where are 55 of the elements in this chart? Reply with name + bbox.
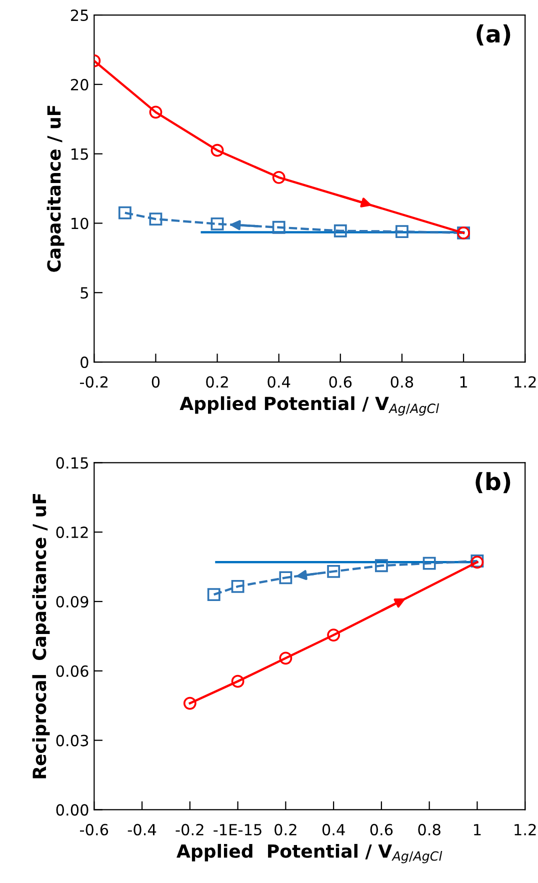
y-tick-label: 10 [72, 218, 88, 230]
point [279, 652, 292, 665]
y-tick-label: 15 [72, 148, 88, 160]
point [231, 674, 244, 688]
y-tick-label: 0.06 [56, 665, 88, 677]
x-tick-label: 1 [474, 824, 481, 836]
x-tick-label: 0.6 [329, 376, 352, 388]
x-tick-label: 0.8 [390, 376, 414, 388]
x-tick-label: 0.4 [268, 376, 290, 388]
point [334, 224, 347, 238]
annotation: (a) [476, 24, 510, 46]
point [210, 144, 224, 157]
y-tick-label: 0.03 [56, 734, 88, 746]
x-tick-label: 0.6 [370, 824, 393, 836]
x-tick-label: -0.2 [80, 376, 108, 388]
y-axis-title: Capacitance / uF [46, 106, 64, 272]
y-tick-label: 0.00 [56, 804, 88, 816]
x-tick-label: -1E-15 [214, 824, 262, 836]
y-tick-label: 5 [80, 287, 88, 299]
y-tick-label: 0.15 [56, 457, 88, 469]
y-tick-label: 25 [70, 9, 88, 22]
x-tick-label: 0.2 [274, 824, 296, 836]
y-tick-label: 0.12 [56, 526, 88, 538]
x-tick-label: 1.2 [514, 376, 536, 388]
point [422, 556, 436, 570]
point [396, 225, 408, 238]
x-tick-label: 1 [460, 376, 467, 388]
point [272, 220, 286, 234]
x-axis-title: Applied Potential / V$_{Ag/AgCl}$ [180, 396, 440, 416]
y-tick-label: 20 [70, 78, 88, 90]
point [231, 580, 244, 593]
point [118, 206, 132, 220]
point [374, 559, 388, 572]
x-tick-label: 1.2 [514, 824, 536, 836]
point [207, 588, 220, 602]
y-tick-label: 0 [80, 356, 88, 368]
x-tick-label: -0.4 [128, 824, 156, 836]
point [149, 106, 162, 119]
x-tick-label: -0.6 [80, 824, 108, 836]
point [272, 170, 286, 184]
point [279, 571, 292, 584]
x-tick-label: 0.8 [418, 824, 440, 836]
y-tick-label: 0.09 [56, 596, 88, 608]
point [149, 212, 162, 226]
x-tick-label: 0.2 [206, 376, 228, 388]
y-axis-title: Reciprocal Capacitance / uF [32, 494, 50, 778]
point [327, 628, 340, 642]
point [210, 217, 224, 230]
point [327, 564, 340, 578]
x-axis-title: Applied Potential / V$_{Ag/AgCl}$ [176, 844, 442, 864]
annotation: (b) [476, 472, 510, 494]
x-tick-label: 0.4 [322, 824, 345, 836]
x-tick-label: 0 [152, 376, 160, 388]
x-tick-label: -0.2 [176, 824, 204, 836]
point [183, 696, 196, 710]
